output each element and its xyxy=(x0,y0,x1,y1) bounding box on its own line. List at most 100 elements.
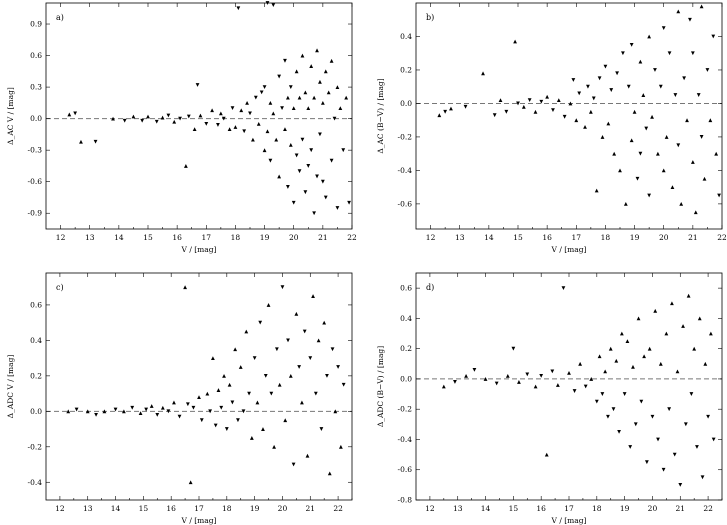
data-point xyxy=(333,409,338,414)
data-point xyxy=(238,365,243,369)
data-point xyxy=(192,127,197,132)
data-point xyxy=(144,407,149,412)
data-point xyxy=(695,445,699,449)
data-point xyxy=(463,104,468,109)
data-point xyxy=(505,374,510,378)
data-point xyxy=(699,135,704,139)
data-point xyxy=(155,412,160,417)
y-tick-label: -0.6 xyxy=(398,199,413,208)
data-point xyxy=(675,369,680,374)
data-point xyxy=(160,405,165,410)
data-point xyxy=(121,409,126,414)
data-point xyxy=(641,93,646,97)
data-point xyxy=(315,174,319,179)
data-point xyxy=(300,53,305,58)
x-tick-label: 21 xyxy=(318,233,328,242)
data-point xyxy=(73,111,78,116)
data-point xyxy=(285,185,290,189)
data-point xyxy=(319,427,324,431)
y-tick-label: 0.9 xyxy=(30,20,42,29)
x-tick-label: 16 xyxy=(542,233,552,242)
data-point xyxy=(222,373,226,378)
data-point xyxy=(74,407,79,412)
data-point xyxy=(639,399,644,404)
data-point xyxy=(183,285,187,290)
x-axis-label: V / [mag] xyxy=(181,516,217,525)
x-tick-label: 20 xyxy=(659,233,669,242)
y-tick-label: 0.3 xyxy=(30,83,42,92)
data-point xyxy=(249,436,254,440)
data-point xyxy=(285,95,290,100)
data-point xyxy=(574,118,579,123)
data-point xyxy=(253,95,258,100)
data-point xyxy=(539,374,544,378)
data-point xyxy=(160,115,165,120)
x-tick-label: 22 xyxy=(703,504,713,513)
y-tick-label: -0.2 xyxy=(28,442,43,451)
data-point xyxy=(667,407,672,412)
data-point xyxy=(195,83,200,87)
y-tick-label: 0.6 xyxy=(30,300,42,309)
data-point xyxy=(197,395,201,400)
data-point xyxy=(567,370,571,375)
data-point xyxy=(449,106,453,111)
data-point xyxy=(338,106,343,111)
data-point xyxy=(262,85,267,89)
data-point xyxy=(632,109,637,114)
data-point xyxy=(236,418,240,423)
data-point xyxy=(533,384,538,389)
data-point xyxy=(224,427,229,431)
data-point xyxy=(571,78,576,82)
data-point xyxy=(633,422,638,427)
y-tick-label: 0.0 xyxy=(30,114,42,123)
data-point xyxy=(130,405,135,410)
data-point xyxy=(670,301,674,306)
data-point xyxy=(511,346,516,351)
data-point xyxy=(318,79,322,84)
data-point xyxy=(661,26,666,31)
x-tick-label: 22 xyxy=(333,504,343,513)
data-point xyxy=(562,114,567,119)
data-point xyxy=(600,135,605,139)
y-axis-label: Δ_AC (B−V) / [mag] xyxy=(376,78,385,153)
data-point xyxy=(655,151,660,156)
data-point xyxy=(122,118,127,123)
data-point xyxy=(681,324,685,328)
x-tick-label: 21 xyxy=(305,504,315,513)
data-point xyxy=(642,354,647,359)
data-point xyxy=(311,294,315,298)
plot-frame xyxy=(415,2,723,230)
data-point xyxy=(572,389,577,393)
data-point xyxy=(551,108,555,113)
data-point xyxy=(199,418,204,423)
data-point xyxy=(625,339,630,343)
data-point xyxy=(492,113,497,118)
data-point xyxy=(213,423,218,428)
data-point xyxy=(525,372,530,377)
data-point xyxy=(443,109,448,114)
x-tick-label: 12 xyxy=(426,233,436,242)
x-tick-label: 18 xyxy=(601,233,611,242)
y-tick-label: -0.3 xyxy=(28,146,43,155)
data-point xyxy=(690,160,695,164)
x-tick-label: 21 xyxy=(675,504,685,513)
data-point xyxy=(185,402,190,407)
data-point xyxy=(210,108,215,113)
x-tick-label: 12 xyxy=(56,233,66,242)
data-point xyxy=(315,48,319,53)
data-point xyxy=(653,68,657,72)
data-point xyxy=(638,59,643,64)
x-tick-label: 19 xyxy=(630,233,640,242)
x-tick-label: 14 xyxy=(484,233,494,242)
data-point xyxy=(67,112,72,117)
panel-d: 12 13 14 15 16 17 18 19 20 21 22 -0.8 -0.6 -0.4 -0.2 0.… xyxy=(376,272,723,525)
data-point xyxy=(140,118,145,123)
x-axis-label: V / [mag] xyxy=(181,245,217,254)
data-point xyxy=(472,367,477,372)
data-point xyxy=(650,414,655,419)
data-points xyxy=(67,1,351,216)
data-point xyxy=(172,400,176,405)
data-point xyxy=(699,4,704,9)
data-point xyxy=(658,361,663,366)
data-point xyxy=(629,42,634,47)
